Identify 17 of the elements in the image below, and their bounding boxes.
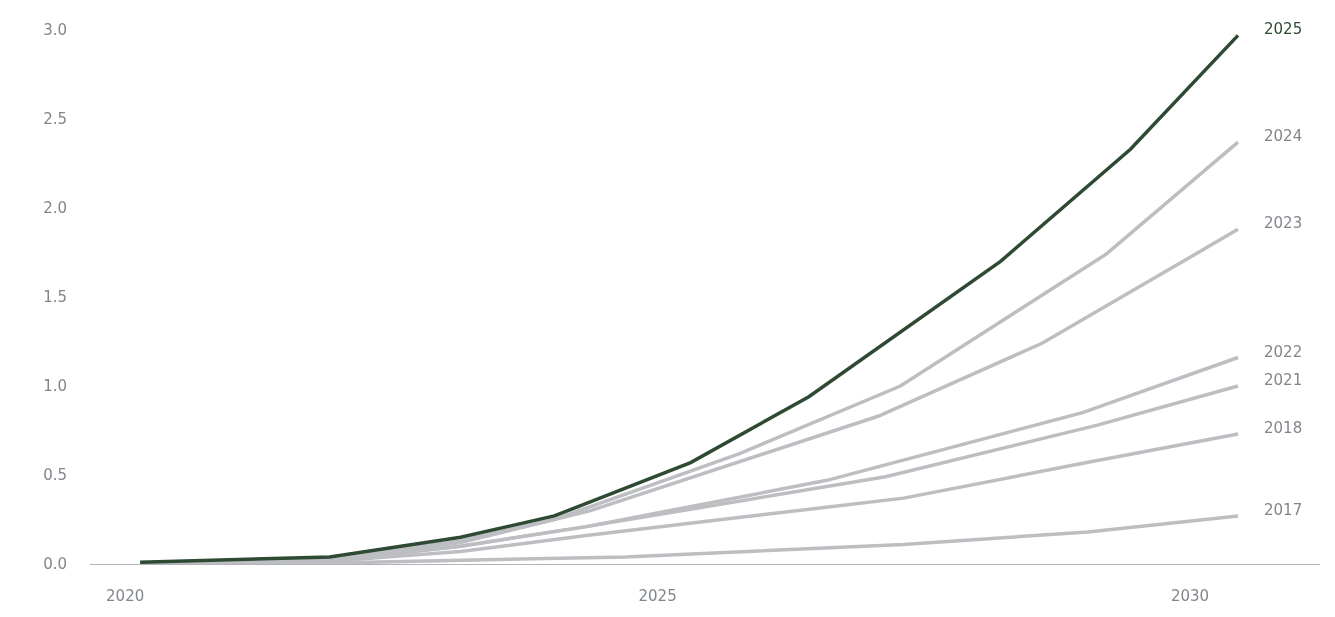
y-tick-label: 1.5 (43, 288, 67, 307)
series-label: 2021 (1264, 371, 1303, 389)
y-tick-label: 3.0 (43, 21, 67, 40)
series-label: 2022 (1264, 343, 1303, 361)
series-label: 2017 (1264, 501, 1303, 519)
series-label: 2023 (1264, 214, 1303, 232)
series-label: 2024 (1264, 127, 1303, 145)
y-tick-label: 0.0 (43, 555, 67, 574)
series-label: 2025 (1264, 20, 1303, 38)
y-tick-label: 1.0 (43, 377, 67, 396)
y-tick-label: 2.5 (43, 110, 67, 129)
y-tick-label: 2.0 (43, 199, 67, 218)
series-label: 2018 (1264, 419, 1303, 437)
x-tick-label: 2030 (1170, 587, 1210, 605)
x-tick-label: 2025 (638, 587, 677, 605)
y-tick-label: 0.5 (43, 466, 67, 485)
x-tick-label: 2020 (106, 587, 145, 605)
